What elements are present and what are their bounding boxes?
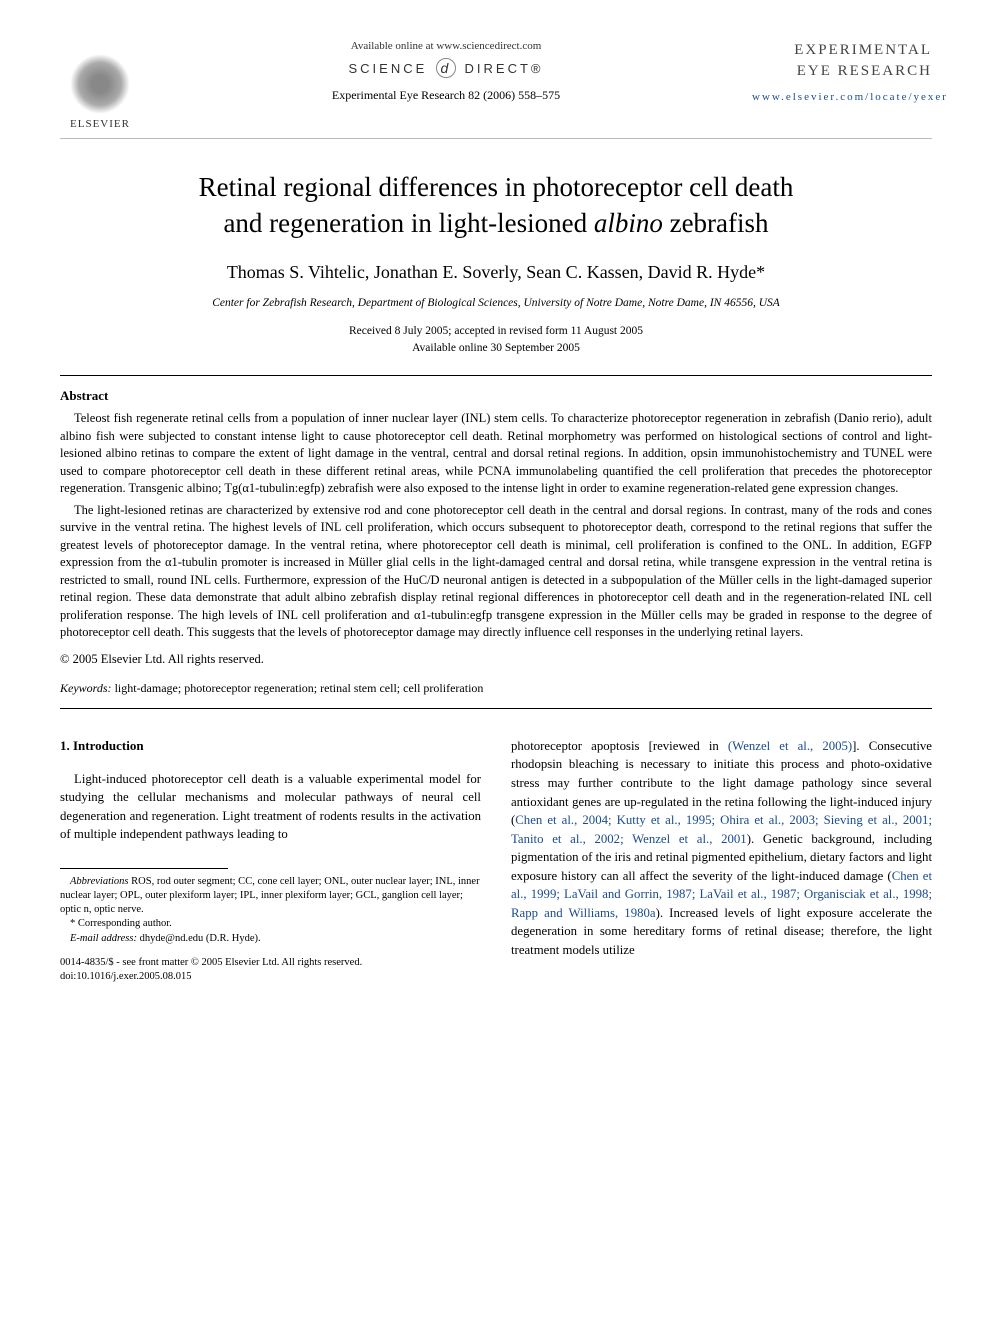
article-dates: Received 8 July 2005; accepted in revise… xyxy=(60,323,932,358)
journal-brand-line2: EYE RESEARCH xyxy=(752,61,932,82)
received-date: Received 8 July 2005; accepted in revise… xyxy=(60,323,932,340)
corresponding-author: * Corresponding author. xyxy=(60,917,481,931)
journal-brand: EXPERIMENTAL EYE RESEARCH www.elsevier.c… xyxy=(752,40,932,105)
rp-pre: photoreceptor apoptosis [reviewed in xyxy=(511,739,728,753)
title-line2-pre: and regeneration in light-lesioned xyxy=(223,208,593,238)
doi-line: doi:10.1016/j.exer.2005.08.015 xyxy=(60,970,481,984)
abbrev-label: Abbreviations xyxy=(70,876,129,887)
author-list: Thomas S. Vihtelic, Jonathan E. Soverly,… xyxy=(60,262,932,283)
ref-wenzel-2005[interactable]: (Wenzel et al., 2005) xyxy=(728,739,852,753)
sd-left: SCIENCE xyxy=(348,61,427,76)
abstract-p1: Teleost fish regenerate retinal cells fr… xyxy=(60,410,932,498)
abstract-top-rule xyxy=(60,375,932,376)
email-label: E-mail address: xyxy=(70,933,137,944)
keywords-line: Keywords: light-damage; photoreceptor re… xyxy=(60,681,932,696)
journal-reference: Experimental Eye Research 82 (2006) 558–… xyxy=(140,88,752,103)
article-title: Retinal regional differences in photorec… xyxy=(60,169,932,242)
availability-text: Available online at www.sciencedirect.co… xyxy=(140,40,752,52)
body-columns: 1. Introduction Light-induced photorecep… xyxy=(60,737,932,984)
intro-right-para: photoreceptor apoptosis [reviewed in (We… xyxy=(511,737,932,960)
affiliation: Center for Zebrafish Research, Departmen… xyxy=(60,297,932,309)
header-divider xyxy=(60,138,932,139)
sciencedirect-logo: SCIENCE d DIRECT® xyxy=(140,58,752,78)
footnote-rule xyxy=(60,868,228,869)
right-column: photoreceptor apoptosis [reviewed in (We… xyxy=(511,737,932,984)
keywords-label: Keywords: xyxy=(60,681,112,695)
header-center: Available online at www.sciencedirect.co… xyxy=(140,40,752,103)
keywords-text: light-damage; photoreceptor regeneration… xyxy=(112,681,484,695)
abstract-bottom-rule xyxy=(60,708,932,709)
title-line1: Retinal regional differences in photorec… xyxy=(199,172,794,202)
available-date: Available online 30 September 2005 xyxy=(60,340,932,357)
email-address: dhyde@nd.edu (D.R. Hyde). xyxy=(137,933,261,944)
abstract-heading: Abstract xyxy=(60,388,932,404)
publisher-name: ELSEVIER xyxy=(70,118,130,130)
intro-left-para: Light-induced photoreceptor cell death i… xyxy=(60,770,481,844)
intro-heading: 1. Introduction xyxy=(60,737,481,756)
copyright-line: © 2005 Elsevier Ltd. All rights reserved… xyxy=(60,652,932,667)
abbreviations-footnote: Abbreviations ROS, rod outer segment; CC… xyxy=(60,875,481,918)
elsevier-tree-icon xyxy=(70,54,130,114)
publisher-logo: ELSEVIER xyxy=(60,40,140,130)
title-italic: albino xyxy=(594,208,663,238)
page-header: ELSEVIER Available online at www.science… xyxy=(60,40,932,130)
email-footnote: E-mail address: dhyde@nd.edu (D.R. Hyde)… xyxy=(60,932,481,946)
issn-line: 0014-4835/$ - see front matter © 2005 El… xyxy=(60,956,481,970)
abstract-body: Teleost fish regenerate retinal cells fr… xyxy=(60,410,932,642)
at-icon: d xyxy=(436,58,456,78)
journal-brand-line1: EXPERIMENTAL xyxy=(752,40,932,61)
sd-right: DIRECT® xyxy=(465,61,544,76)
doi-block: 0014-4835/$ - see front matter © 2005 El… xyxy=(60,956,481,984)
left-column: 1. Introduction Light-induced photorecep… xyxy=(60,737,481,984)
abstract-p2: The light-lesioned retinas are character… xyxy=(60,502,932,642)
journal-url-link[interactable]: www.elsevier.com/locate/yexer xyxy=(752,90,932,105)
title-line2-post: zebrafish xyxy=(663,208,769,238)
